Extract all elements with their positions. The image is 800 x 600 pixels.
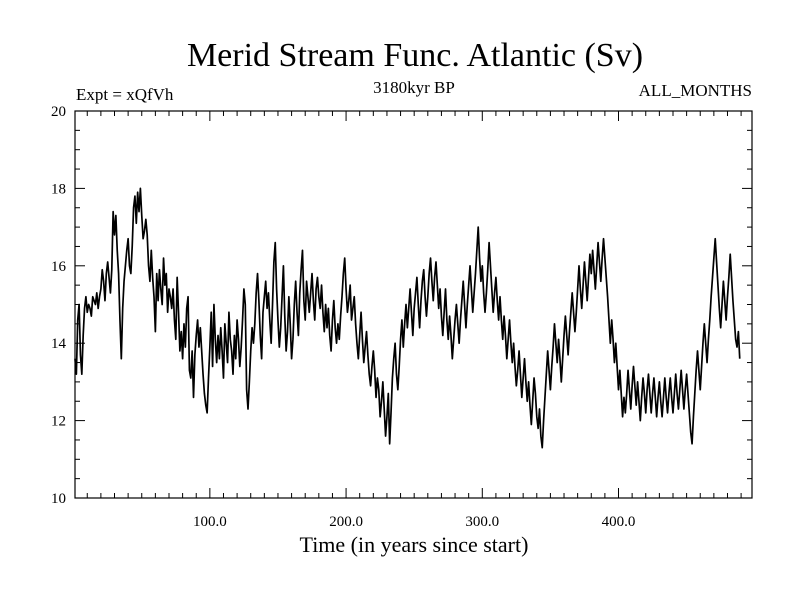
x-tick-label: 300.0 (465, 514, 499, 530)
period-label: 3180kyr BP (373, 78, 455, 97)
y-tick-label: 16 (51, 259, 67, 275)
x-axis-tick-labels: 100.0 200.0 300.0 400.0 (193, 514, 635, 530)
chart: Merid Stream Func. Atlantic (Sv) Expt = … (0, 0, 800, 600)
x-tick-label: 200.0 (329, 514, 363, 530)
y-tick-label: 18 (51, 181, 66, 197)
y-tick-label: 10 (51, 491, 66, 507)
y-tick-label: 12 (51, 414, 66, 430)
chart-title: Merid Stream Func. Atlantic (Sv) (187, 37, 643, 74)
x-tick-label: 400.0 (602, 514, 636, 530)
y-tick-label: 20 (51, 104, 66, 120)
series-line-atlantic-moc (75, 188, 740, 447)
months-label: ALL_MONTHS (639, 81, 752, 100)
y-tick-label: 14 (51, 336, 67, 352)
y-axis-tick-labels: 10 12 14 16 18 20 (51, 104, 67, 507)
x-axis-label: Time (in years since start) (300, 532, 529, 557)
experiment-label: Expt = xQfVh (76, 85, 174, 104)
x-tick-label: 100.0 (193, 514, 227, 530)
